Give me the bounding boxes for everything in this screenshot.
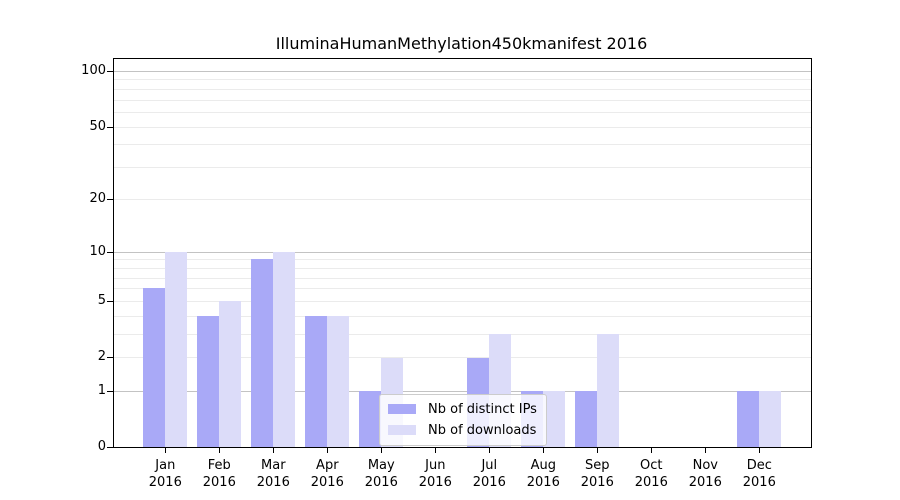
minor-gridline bbox=[114, 99, 811, 101]
x-tick-label: Mar 2016 bbox=[256, 458, 290, 490]
x-tick-mark bbox=[705, 448, 707, 453]
y-tick-label: 1 bbox=[97, 382, 106, 398]
legend: Nb of distinct IPs Nb of downloads bbox=[379, 394, 547, 446]
chart-title: IlluminaHumanMethylation450kmanifest 201… bbox=[275, 34, 648, 53]
minor-gridline bbox=[114, 88, 811, 90]
x-tick-mark bbox=[543, 448, 545, 453]
x-tick-label: Jan 2016 bbox=[148, 458, 182, 490]
y-tick-label: 0 bbox=[97, 439, 106, 454]
bar-downloads bbox=[543, 390, 566, 447]
y-tick-label: 20 bbox=[89, 190, 106, 206]
x-tick-mark bbox=[165, 448, 167, 453]
plot-area: 0 1 2 5 10 20 50 100 Jan 2016 Feb 2016 Mar 2016 Apr 20… bbox=[81, 58, 812, 490]
x-tick-mark bbox=[759, 448, 761, 453]
bar-distinct-ips bbox=[359, 390, 382, 447]
minor-gridline bbox=[114, 259, 811, 261]
legend-label-distinct-ips: Nb of distinct IPs bbox=[428, 401, 537, 417]
y-tick-mark bbox=[107, 447, 114, 448]
x-tick-mark bbox=[651, 448, 653, 453]
x-tick-label: Oct 2016 bbox=[634, 458, 668, 490]
major-gridline bbox=[114, 251, 811, 253]
y-tick-mark bbox=[107, 198, 114, 200]
y-tick-label: 50 bbox=[89, 118, 106, 134]
minor-gridline bbox=[114, 79, 811, 81]
bar-downloads bbox=[165, 251, 188, 447]
bar-distinct-ips bbox=[575, 390, 598, 447]
minor-gridline bbox=[114, 357, 811, 359]
x-tick-mark bbox=[219, 448, 221, 453]
x-tick-mark bbox=[381, 448, 383, 453]
major-gridline bbox=[114, 390, 811, 392]
minor-gridline bbox=[114, 167, 811, 169]
x-tick-mark bbox=[273, 448, 275, 453]
minor-gridline bbox=[114, 112, 811, 114]
y-tick-mark bbox=[107, 301, 114, 303]
x-tick-label: Dec 2016 bbox=[742, 458, 776, 490]
y-tick-mark bbox=[107, 126, 114, 128]
x-tick-label: Apr 2016 bbox=[310, 458, 344, 490]
y-tick-mark bbox=[107, 390, 114, 392]
bar-downloads bbox=[273, 251, 296, 447]
x-tick-label: May 2016 bbox=[364, 458, 398, 490]
y-tick-label: 10 bbox=[89, 243, 106, 259]
bar-downloads bbox=[327, 315, 350, 447]
bar-downloads bbox=[219, 301, 242, 447]
bar-distinct-ips bbox=[197, 315, 220, 447]
major-gridline bbox=[114, 71, 811, 72]
y-tick-label: 2 bbox=[97, 349, 106, 365]
x-tick-mark bbox=[327, 448, 329, 453]
legend-swatch-distinct-ips bbox=[388, 404, 416, 414]
minor-gridline bbox=[114, 288, 811, 290]
minor-gridline bbox=[114, 144, 811, 146]
minor-gridline bbox=[114, 315, 811, 317]
x-tick-label: Jul 2016 bbox=[472, 458, 506, 490]
x-tick-mark bbox=[489, 448, 491, 453]
x-tick-label: Sep 2016 bbox=[580, 458, 614, 490]
y-tick-mark bbox=[107, 71, 114, 72]
x-tick-mark bbox=[597, 448, 599, 453]
bar-distinct-ips bbox=[251, 259, 274, 447]
x-tick-label: Jun 2016 bbox=[418, 458, 452, 490]
y-tick-mark bbox=[107, 357, 114, 359]
x-tick-label: Aug 2016 bbox=[526, 458, 560, 490]
minor-gridline bbox=[114, 267, 811, 269]
minor-gridline bbox=[114, 301, 811, 303]
bar-distinct-ips bbox=[305, 315, 328, 447]
x-tick-label: Nov 2016 bbox=[688, 458, 722, 490]
bar-distinct-ips bbox=[737, 390, 760, 447]
bar-downloads bbox=[597, 334, 620, 447]
y-tick-label: 100 bbox=[81, 63, 106, 78]
x-tick-mark bbox=[435, 448, 437, 453]
bar-distinct-ips bbox=[143, 288, 166, 447]
minor-gridline bbox=[114, 277, 811, 279]
minor-gridline bbox=[114, 334, 811, 336]
minor-gridline bbox=[114, 198, 811, 200]
y-tick-label: 5 bbox=[97, 293, 106, 309]
y-tick-mark bbox=[107, 251, 114, 253]
legend-entry-distinct-ips: Nb of distinct IPs bbox=[388, 400, 537, 418]
legend-swatch-downloads bbox=[388, 425, 416, 435]
legend-label-downloads: Nb of downloads bbox=[428, 422, 537, 438]
legend-entry-downloads: Nb of downloads bbox=[388, 421, 537, 439]
bar-downloads bbox=[759, 390, 782, 447]
x-tick-label: Feb 2016 bbox=[202, 458, 236, 490]
minor-gridline bbox=[114, 126, 811, 128]
